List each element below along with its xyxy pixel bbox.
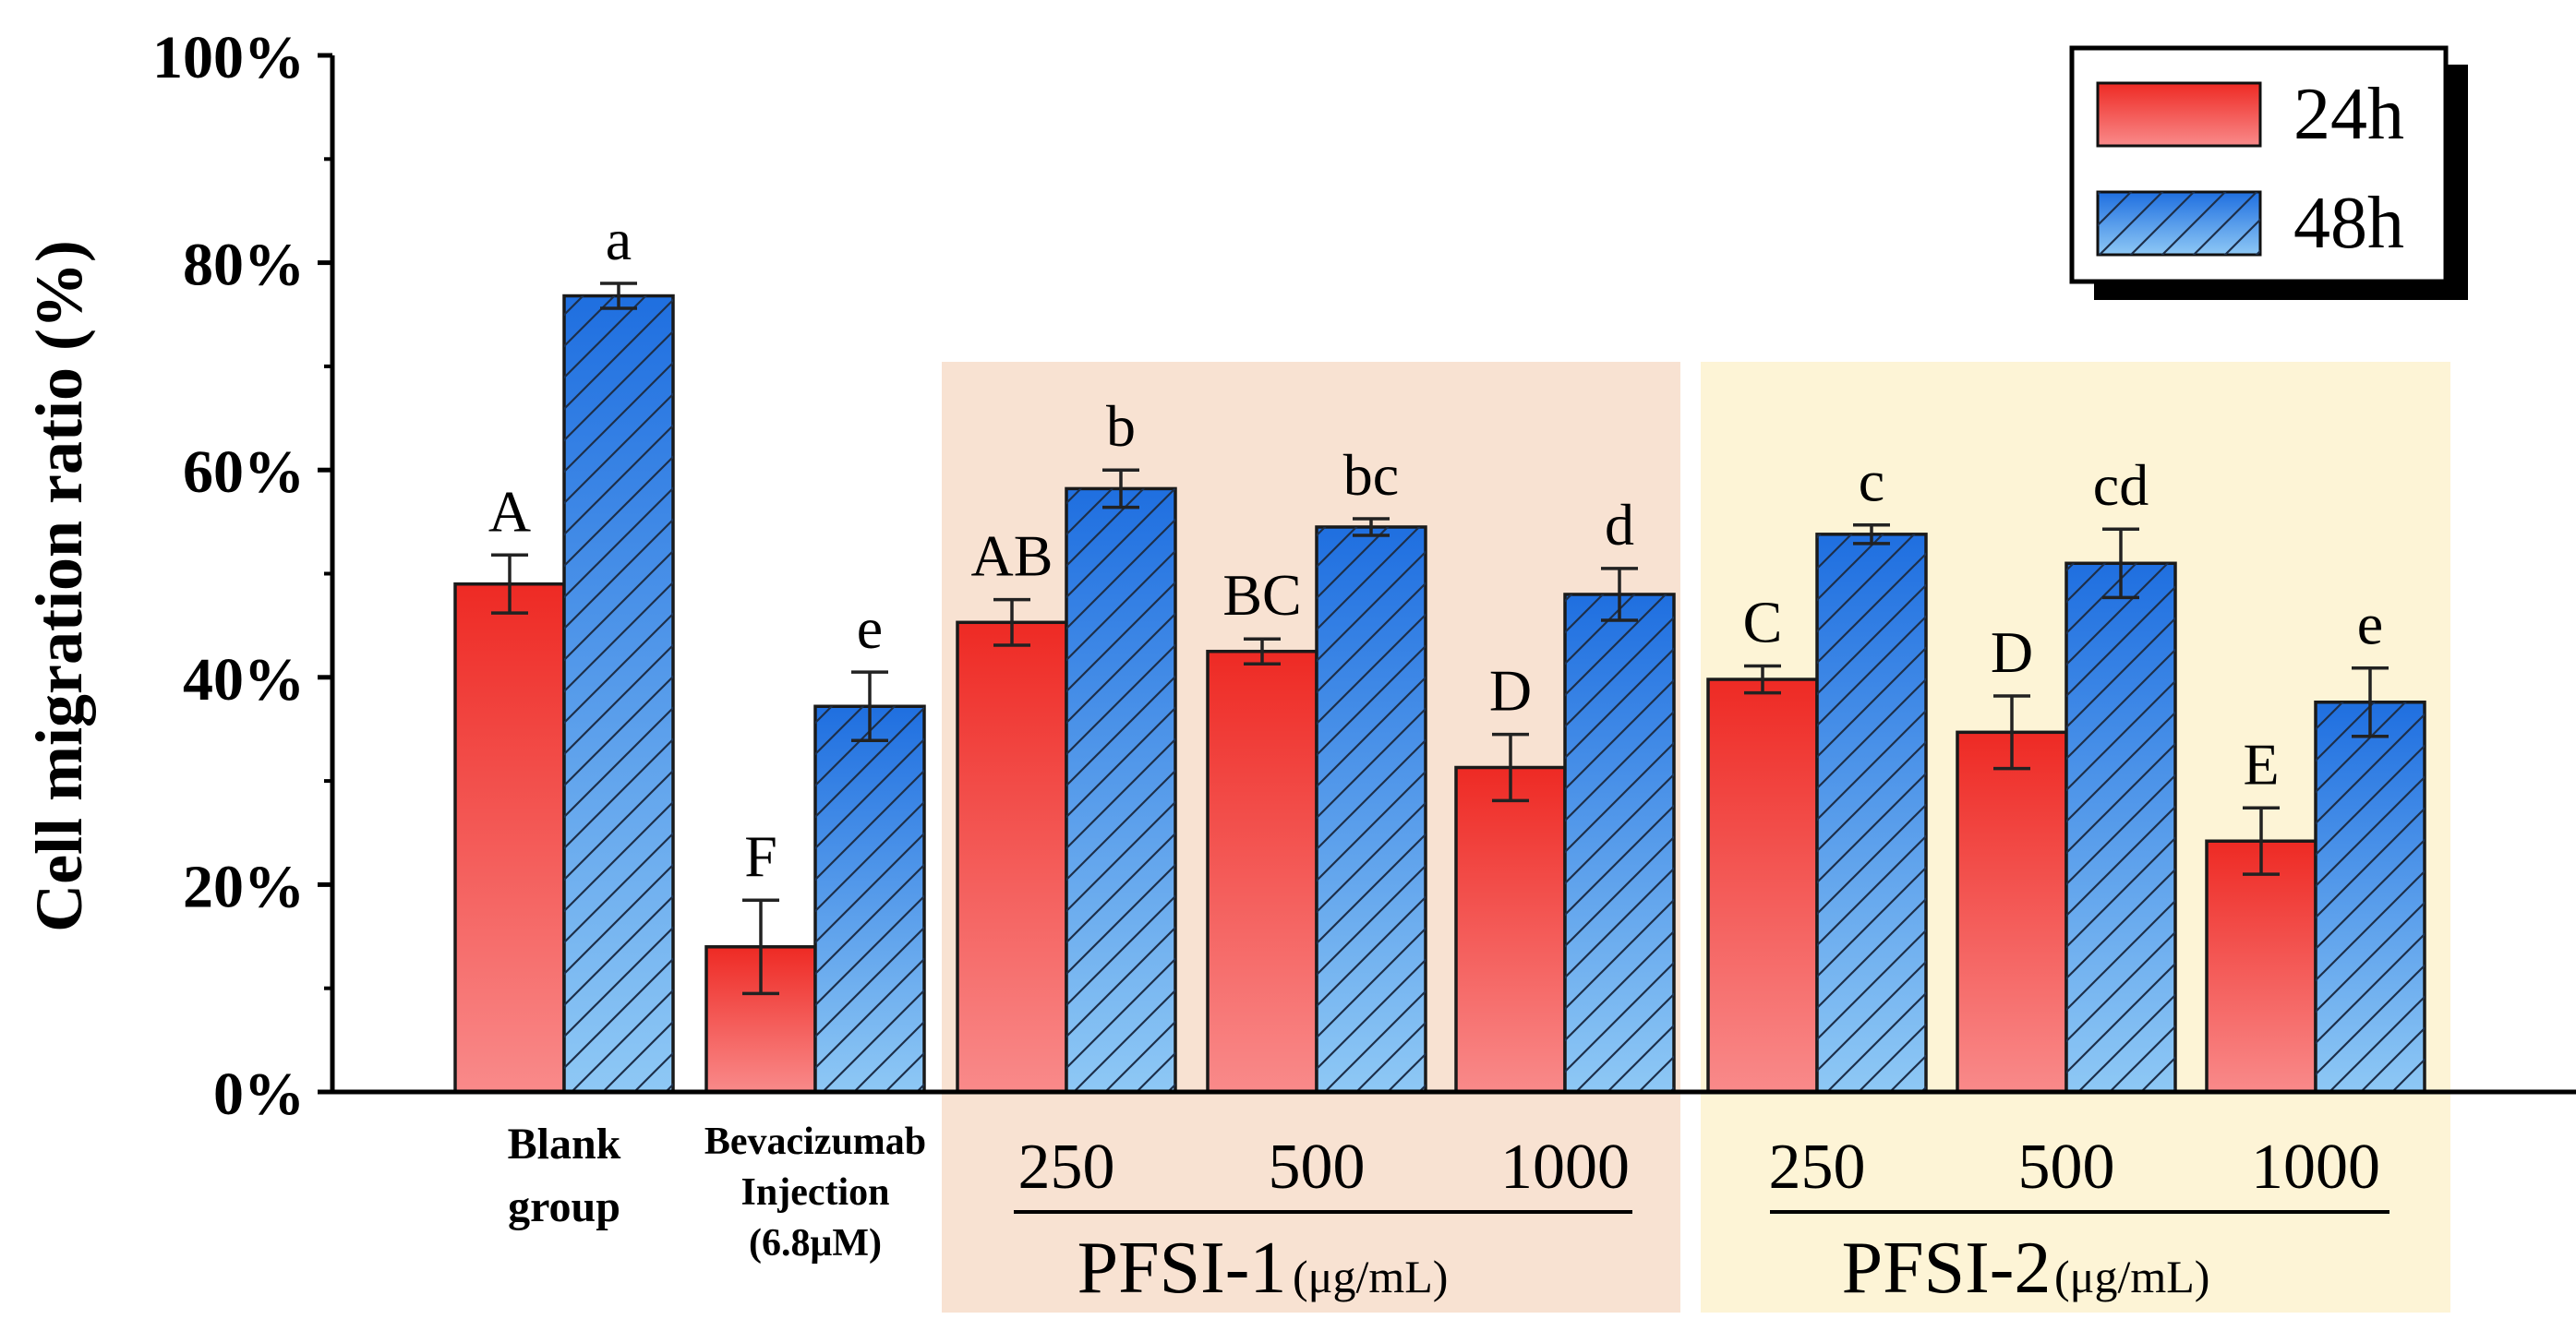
x-tick-label-5: 250 — [1769, 1132, 1866, 1203]
error-bar-24h-5 — [1744, 664, 1781, 695]
error-bar-48h-0 — [600, 282, 637, 310]
sig-label-24h-6: D — [1991, 619, 2033, 685]
axes — [318, 53, 2576, 1214]
y-tick-label-0: 0% — [213, 1061, 305, 1128]
sig-label-48h-4: d — [1605, 492, 1634, 558]
bar-24h-6 — [1956, 730, 2068, 1094]
labels: A F AB BC D C D Ea e b bc d c cd e 0% 20% 40% 60% 80% 100% Bl… — [152, 24, 2383, 1309]
bar-24h-0 — [453, 582, 566, 1094]
legend: 24h 48h — [2069, 45, 2468, 300]
x-tick-label-3: 500 — [1269, 1132, 1366, 1203]
bar-hatch-48h-5 — [1817, 534, 1926, 1092]
y-tick-label-3: 60% — [183, 438, 305, 506]
error-bar-24h-6 — [1993, 694, 2030, 771]
sig-label-48h-5: c — [1859, 449, 1884, 514]
x-tick-label-4: 1000 — [1500, 1132, 1630, 1203]
y-tick-label-4: 80% — [183, 232, 305, 299]
sig-label-24h-5: C — [1743, 589, 1783, 654]
bar-hatch-48h-6 — [2066, 563, 2175, 1092]
legend-label-24h: 24h — [2293, 74, 2404, 155]
sig-label-48h-2: b — [1106, 393, 1136, 459]
x-tick-label-0-line-0: Blank — [508, 1120, 621, 1169]
bar-24h-3 — [1206, 649, 1318, 1094]
sig-label-48h-6: cd — [2093, 452, 2149, 518]
bar-hatch-48h-2 — [1066, 488, 1175, 1092]
y-tick-label-1: 20% — [183, 853, 305, 920]
error-bar-24h-4 — [1492, 732, 1529, 803]
x-tick-label-1-line-2: (6.8μM) — [749, 1222, 882, 1265]
y-tick-label-5: 100% — [152, 24, 305, 91]
bar-24h-5 — [1706, 677, 1819, 1094]
error-bar-24h-3 — [1244, 637, 1281, 666]
bar-hatch-48h-0 — [564, 295, 673, 1092]
bar-hatch-48h-1 — [815, 706, 924, 1092]
x-tick-label-6: 500 — [2018, 1132, 2115, 1203]
sig-label-24h-1: F — [744, 823, 777, 889]
error-bar-24h-0 — [491, 553, 528, 615]
legend-swatch-24h — [2096, 81, 2262, 148]
y-axis-title: Cell migration ratio (%) — [22, 240, 96, 932]
sig-label-48h-1: e — [857, 595, 883, 661]
sig-label-24h-4: D — [1489, 658, 1532, 724]
sig-label-24h-2: AB — [971, 523, 1053, 589]
section-label-pfsi-1: PFSI-1 — [1077, 1228, 1287, 1309]
error-bar-24h-1 — [742, 898, 779, 996]
error-bar-48h-4 — [1601, 567, 1638, 622]
bar-hatch-48h-7 — [2316, 701, 2425, 1092]
section-unit-pfsi-2: (μg/mL) — [2054, 1251, 2209, 1302]
error-bar-48h-5 — [1853, 522, 1890, 546]
error-bar-48h-2 — [1102, 468, 1139, 510]
error-bar-48h-6 — [2102, 527, 2139, 600]
error-bar-24h-7 — [2243, 806, 2280, 876]
bar-24h-4 — [1454, 765, 1567, 1094]
x-tick-label-1-line-1: Injection — [741, 1171, 890, 1214]
sig-label-48h-0: a — [606, 207, 632, 272]
sig-label-24h-3: BC — [1222, 562, 1301, 628]
x-tick-label-7: 1000 — [2251, 1132, 2380, 1203]
error-bar-48h-7 — [2352, 666, 2389, 738]
x-tick-label-2: 250 — [1018, 1132, 1115, 1203]
section-unit-pfsi-1: (μg/mL) — [1293, 1251, 1448, 1302]
sig-label-24h-0: A — [488, 478, 531, 544]
x-tick-label-0-line-1: group — [508, 1182, 620, 1231]
y-tick-label-2: 40% — [183, 646, 305, 713]
bar-24h-7 — [2205, 839, 2317, 1094]
bar-hatch-48h-3 — [1317, 526, 1426, 1092]
sig-label-24h-7: E — [2243, 731, 2279, 797]
bar-hatch-48h-4 — [1565, 594, 1674, 1092]
error-bar-48h-1 — [851, 670, 888, 743]
bar-24h-2 — [956, 620, 1068, 1094]
sig-label-48h-3: bc — [1343, 442, 1399, 508]
x-tick-label-1-line-0: Bevacizumab — [704, 1121, 926, 1163]
sig-label-48h-7: e — [2357, 592, 2383, 657]
error-bar-24h-2 — [993, 597, 1030, 647]
bars — [453, 282, 2426, 1094]
legend-swatch-48h-hatch — [2098, 192, 2260, 255]
error-bar-48h-3 — [1353, 517, 1390, 537]
legend-label-48h: 48h — [2293, 183, 2404, 264]
section-label-pfsi-2: PFSI-2 — [1842, 1228, 2052, 1309]
